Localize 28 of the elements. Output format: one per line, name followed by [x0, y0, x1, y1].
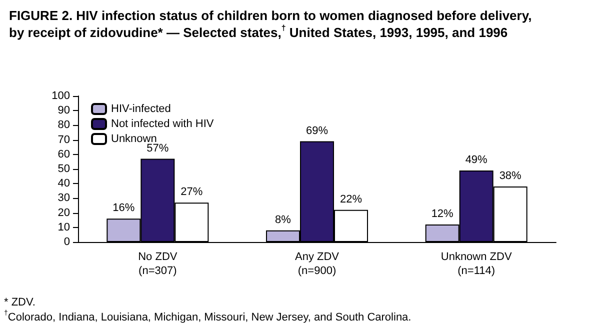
x-tick-label: No ZDV (n=307): [138, 251, 178, 277]
y-tick-label: 0: [64, 236, 70, 248]
y-tick-label: 80: [58, 119, 70, 132]
data-label: 8%: [275, 214, 292, 226]
data-label: 57%: [146, 142, 169, 154]
y-tick-label: 60: [58, 148, 70, 160]
y-tick-label: 50: [58, 163, 70, 175]
data-label: 12%: [431, 208, 454, 220]
text: * ZDV.: [4, 296, 36, 308]
y-tick-label: 30: [58, 192, 70, 204]
y-tick-label: 90: [58, 104, 70, 117]
y-tick-label: 20: [58, 206, 70, 219]
data-label: 49%: [465, 154, 488, 166]
y-tick-label: 40: [58, 178, 70, 190]
legend-label: Not infected with HIV: [111, 118, 214, 130]
x-tick-label: Any ZDV (n=900): [294, 251, 340, 277]
data-label: 38%: [499, 170, 522, 182]
legend-label: Unknown: [111, 133, 157, 145]
legend-label: HIV-infected: [111, 103, 171, 115]
y-tick-label: 100: [52, 90, 70, 102]
y-tick-label: 10: [58, 221, 70, 234]
x-tick-label: Unknown ZDV (n=114): [440, 251, 512, 277]
data-label: 22%: [340, 193, 362, 206]
chart-title: FIGURE 2. HIV infection status of children born to women diagnosed before delivery, by receipt of zidovudine* — Selected states,† United States, 1993, 1995, and 1996: [9, 8, 532, 40]
data-label: 69%: [306, 124, 328, 137]
data-label: 27%: [180, 186, 203, 198]
y-tick-label: 70: [58, 134, 70, 146]
data-label: 16%: [112, 202, 135, 214]
